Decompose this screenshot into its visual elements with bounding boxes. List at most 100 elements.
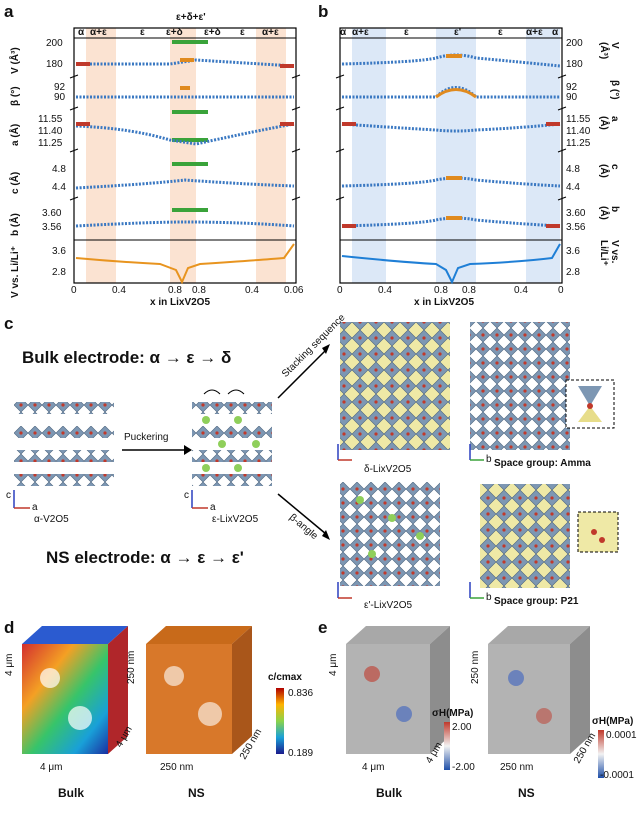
voltage-curve-b — [341, 243, 561, 285]
green-series-a — [172, 110, 208, 114]
red-end-a2 — [280, 122, 294, 126]
struct-label-epsilon-prime: ε'-LixV2O5 — [364, 600, 413, 611]
panel-d-volumes — [22, 626, 284, 754]
dim-d-bulk-2: 4 μm — [40, 762, 63, 773]
xtick-a-1: 0.4 — [112, 285, 126, 296]
xtick-a-5: 0.06 — [284, 285, 304, 296]
arrow-beta — [277, 493, 327, 535]
axis-c-2: c — [184, 490, 189, 501]
dim-d-ns-1: 250 nm — [126, 650, 137, 684]
red-end-b4 — [546, 224, 560, 228]
phase-a-1: α+ε — [90, 27, 107, 38]
tick-a-c1: 4.8 — [52, 164, 66, 175]
space-group-amma: Space group: Amma — [494, 458, 591, 469]
series-b-b — [341, 216, 561, 228]
panel-label-b: b — [318, 2, 329, 21]
ylabel-a-volt: V vs. Li/Li⁺ — [10, 246, 21, 298]
colorbar-e-ns-min: -0.0001 — [600, 770, 634, 781]
series-v-a — [76, 58, 295, 68]
phase-a-3: ε+δ — [166, 27, 183, 38]
red-end-b3 — [342, 224, 356, 228]
series-c-a — [75, 178, 295, 190]
dim-d-bulk-1: 4 μm — [4, 653, 15, 676]
dim-e-bulk-2: 4 μm — [362, 762, 385, 773]
panel-label-e: e — [318, 618, 328, 637]
series-aparam-b — [341, 122, 561, 133]
bulk-stress-cube — [346, 626, 450, 754]
colorbar-d-max: 0.836 — [288, 688, 314, 699]
arrow-beta-head — [322, 530, 330, 540]
tick-a-a1: 11.55 — [38, 114, 63, 125]
tick-a-bb1: 3.60 — [42, 208, 62, 219]
ylabel-b-a: a (Å) — [598, 116, 620, 130]
bulk-electrode-title: Bulk electrode: α → ε → δ — [22, 348, 232, 367]
panel-c-structures — [13, 322, 619, 599]
red-end-a1 — [76, 122, 90, 126]
ylabel-a-v: V (Å³) — [10, 47, 21, 74]
xtick-b-4: 0.4 — [514, 285, 528, 296]
arrow-puckering-head — [184, 445, 192, 455]
phase-a-4: ε+δ — [204, 27, 221, 38]
phase-top-a: ε+δ+ε' — [176, 12, 206, 23]
phase-b-5: α+ε — [526, 27, 543, 38]
tick-b-v200: 200 — [566, 38, 583, 49]
caption-d-ns: NS — [188, 786, 205, 800]
xtick-b-2: 0.8 — [434, 285, 448, 296]
axis-a-1: a — [32, 502, 38, 513]
xlabel-b: x in LixV2O5 — [414, 297, 475, 308]
axis-triads — [13, 444, 484, 599]
series-beta-b-orange — [435, 88, 477, 99]
ylabel-b-beta: β (°) — [609, 80, 620, 100]
epsilon-prime-structure — [340, 482, 440, 586]
xlabel-a: x in LixV2O5 — [150, 297, 211, 308]
orange-pt-b-b — [446, 216, 462, 220]
struct-label-alpha: α-V2O5 — [34, 514, 69, 525]
ns-electrode-title: NS electrode: α → ε → ε' — [46, 548, 244, 567]
xtick-a-4: 0.4 — [245, 285, 259, 296]
ylabel-b-volt: V vs. Li/Li⁺ — [598, 240, 620, 266]
ylabel-a-c: c (Å) — [10, 171, 21, 194]
phase-a-5: ε — [240, 27, 245, 38]
p21-structure — [480, 484, 619, 588]
tick-a-b92: 92 — [54, 82, 66, 93]
tick-b-bb1: 3.60 — [566, 208, 586, 219]
caption-d-bulk: Bulk — [58, 786, 85, 800]
shade-a-1 — [86, 28, 116, 283]
orange-pt-v-b — [446, 54, 462, 58]
phase-b-2: ε — [404, 27, 409, 38]
phase-a-6: α+ε — [262, 27, 279, 38]
tick-a-a3: 11.25 — [38, 138, 63, 149]
xtick-b-5: 0 — [558, 285, 564, 296]
tick-a-b90: 90 — [54, 92, 66, 103]
ns-stress-cube — [488, 626, 590, 754]
green-series-b — [172, 208, 208, 212]
colorbar-e-ns-title: σH(MPa) — [592, 716, 634, 727]
ylabel-a-b: b (Å) — [10, 213, 21, 236]
caption-e-bulk: Bulk — [376, 786, 403, 800]
xtick-b-0: 0 — [337, 285, 343, 296]
series-b-a — [75, 220, 295, 228]
tick-a-volt2: 2.8 — [52, 267, 66, 278]
colorbar-e-bulk-min: -2.00 — [452, 762, 475, 773]
orange-pt-beta-a — [180, 86, 190, 90]
green-series-c — [172, 162, 208, 166]
tick-b-c1: 4.8 — [566, 164, 580, 175]
phase-a-2: ε — [140, 27, 145, 38]
tick-b-volt1: 3.6 — [566, 246, 580, 257]
xtick-a-2: 0.8 — [168, 285, 182, 296]
alpha-v2o5-structure — [14, 402, 114, 486]
ylabel-b-v: V (Å³) — [598, 42, 620, 60]
panel-label-a: a — [4, 2, 14, 21]
panel-a-plots — [69, 27, 301, 285]
axis-b-2: b — [486, 592, 492, 603]
tick-a-bb2: 3.56 — [42, 222, 62, 233]
shade-b-2 — [436, 28, 476, 283]
red-end-b1 — [342, 122, 356, 126]
tick-a-v200: 200 — [46, 38, 63, 49]
phase-b-0: α — [340, 27, 347, 38]
tick-b-b92: 92 — [566, 82, 578, 93]
tick-b-a1: 11.55 — [566, 114, 591, 125]
ylabel-a-beta: β (°) — [10, 86, 21, 106]
red-end-a4 — [280, 64, 294, 68]
label-puckering: Puckering — [124, 432, 169, 443]
